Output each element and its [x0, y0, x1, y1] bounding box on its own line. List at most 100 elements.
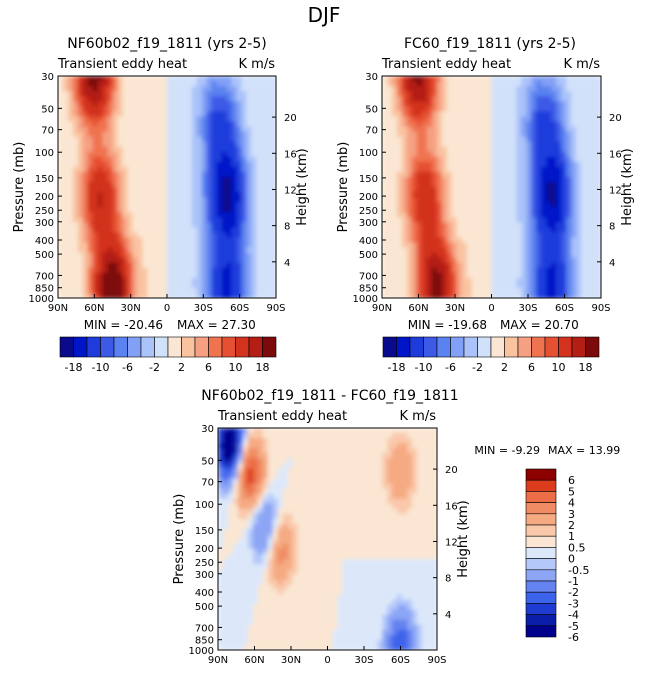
contour-cell — [451, 277, 458, 284]
contour-cell — [282, 539, 289, 545]
contour-cell — [302, 463, 309, 470]
contour-cell — [551, 81, 558, 87]
contour-cell — [261, 257, 267, 264]
contour-cell — [242, 584, 249, 591]
contour-cell — [186, 287, 193, 294]
contour-cell — [411, 217, 418, 224]
contour-cell — [501, 267, 508, 274]
contour-cell — [526, 166, 533, 173]
contour-cell — [117, 242, 124, 249]
contour-cell — [271, 136, 276, 143]
contour-cell — [466, 166, 473, 173]
contour-cell — [287, 438, 294, 444]
contour-cell — [277, 624, 284, 631]
contour-cell — [287, 639, 294, 646]
y2-tick-label: 12 — [284, 185, 297, 196]
contour-cell — [312, 428, 319, 434]
contour-cell — [256, 106, 262, 113]
contour-cell — [171, 212, 178, 219]
contour-cell — [191, 136, 198, 143]
contour-cell — [461, 176, 468, 183]
contour-cell — [127, 277, 134, 284]
contour-cell — [102, 222, 109, 229]
contour-cell — [231, 161, 238, 168]
contour-cell — [201, 192, 208, 198]
contour-cell — [137, 81, 144, 87]
contour-cell — [87, 146, 94, 153]
contour-cell — [596, 217, 601, 224]
contour-cell — [322, 473, 329, 480]
contour-cell — [87, 232, 94, 239]
contour-cell — [496, 277, 503, 284]
contour-cell — [551, 187, 558, 193]
x-tick-label: 60S — [555, 303, 574, 314]
contour-cell — [147, 86, 153, 92]
contour-cell — [147, 232, 153, 239]
contour-cell — [431, 151, 438, 158]
contour-cell — [181, 96, 188, 103]
contour-cell — [58, 277, 64, 284]
contour-cell — [72, 287, 79, 294]
contour-cell — [526, 176, 533, 183]
contour-cell — [506, 126, 513, 133]
contour-cell — [227, 609, 234, 616]
contour-cell — [556, 131, 562, 138]
contour-cell — [62, 76, 69, 82]
contour-cell — [307, 559, 314, 566]
contour-cell — [206, 146, 213, 153]
contour-cell — [476, 242, 483, 249]
contour-cell — [132, 267, 139, 274]
contour-cell — [186, 257, 193, 264]
contour-cell — [112, 252, 119, 259]
contour-cell — [92, 86, 99, 92]
contour-cell — [186, 181, 193, 188]
contour-cell — [591, 181, 597, 188]
contour-cell — [506, 267, 513, 274]
contour-cell — [242, 513, 249, 520]
contour-cell — [436, 96, 443, 103]
contour-cell — [112, 161, 119, 168]
contour-cell — [426, 207, 433, 214]
contour-cell — [566, 146, 572, 153]
contour-cell — [257, 468, 264, 475]
contour-cell — [541, 151, 548, 158]
contour-cell — [416, 181, 423, 188]
contour-cell — [62, 247, 69, 254]
contour-cell — [501, 237, 508, 244]
contour-cell — [406, 292, 413, 298]
colorbar-label: 10 — [552, 361, 566, 374]
contour-cell — [201, 187, 208, 193]
contour-cell — [287, 624, 294, 631]
contour-cell — [471, 292, 478, 298]
contour-cell — [496, 267, 503, 274]
contour-cell — [282, 559, 289, 566]
contour-cell — [226, 141, 233, 148]
contour-cell — [581, 267, 587, 274]
contour-cell — [272, 438, 279, 444]
contour-cell — [581, 207, 587, 214]
contour-cell — [171, 181, 178, 188]
contour-cell — [581, 91, 587, 97]
contour-cell — [456, 121, 463, 128]
contour-cell — [216, 181, 223, 188]
contour-cell — [122, 121, 129, 128]
contour-cell — [596, 282, 601, 289]
contour-cell — [72, 202, 79, 208]
contour-cell — [82, 227, 89, 234]
contour-cell — [232, 549, 239, 555]
contour-cell — [127, 81, 134, 87]
contour-cell — [476, 217, 483, 224]
contour-cell — [236, 111, 243, 118]
contour-cell — [546, 202, 553, 208]
contour-cell — [546, 146, 553, 153]
contour-cell — [266, 292, 272, 298]
contour-cell — [242, 493, 249, 500]
contour-cell — [246, 91, 253, 97]
contour-cell — [586, 207, 592, 214]
contour-cell — [127, 126, 134, 133]
contour-cell — [416, 222, 423, 229]
contour-cell — [586, 101, 592, 108]
contour-cell — [396, 227, 403, 234]
contour-cell — [251, 166, 257, 173]
contour-cell — [152, 161, 158, 168]
